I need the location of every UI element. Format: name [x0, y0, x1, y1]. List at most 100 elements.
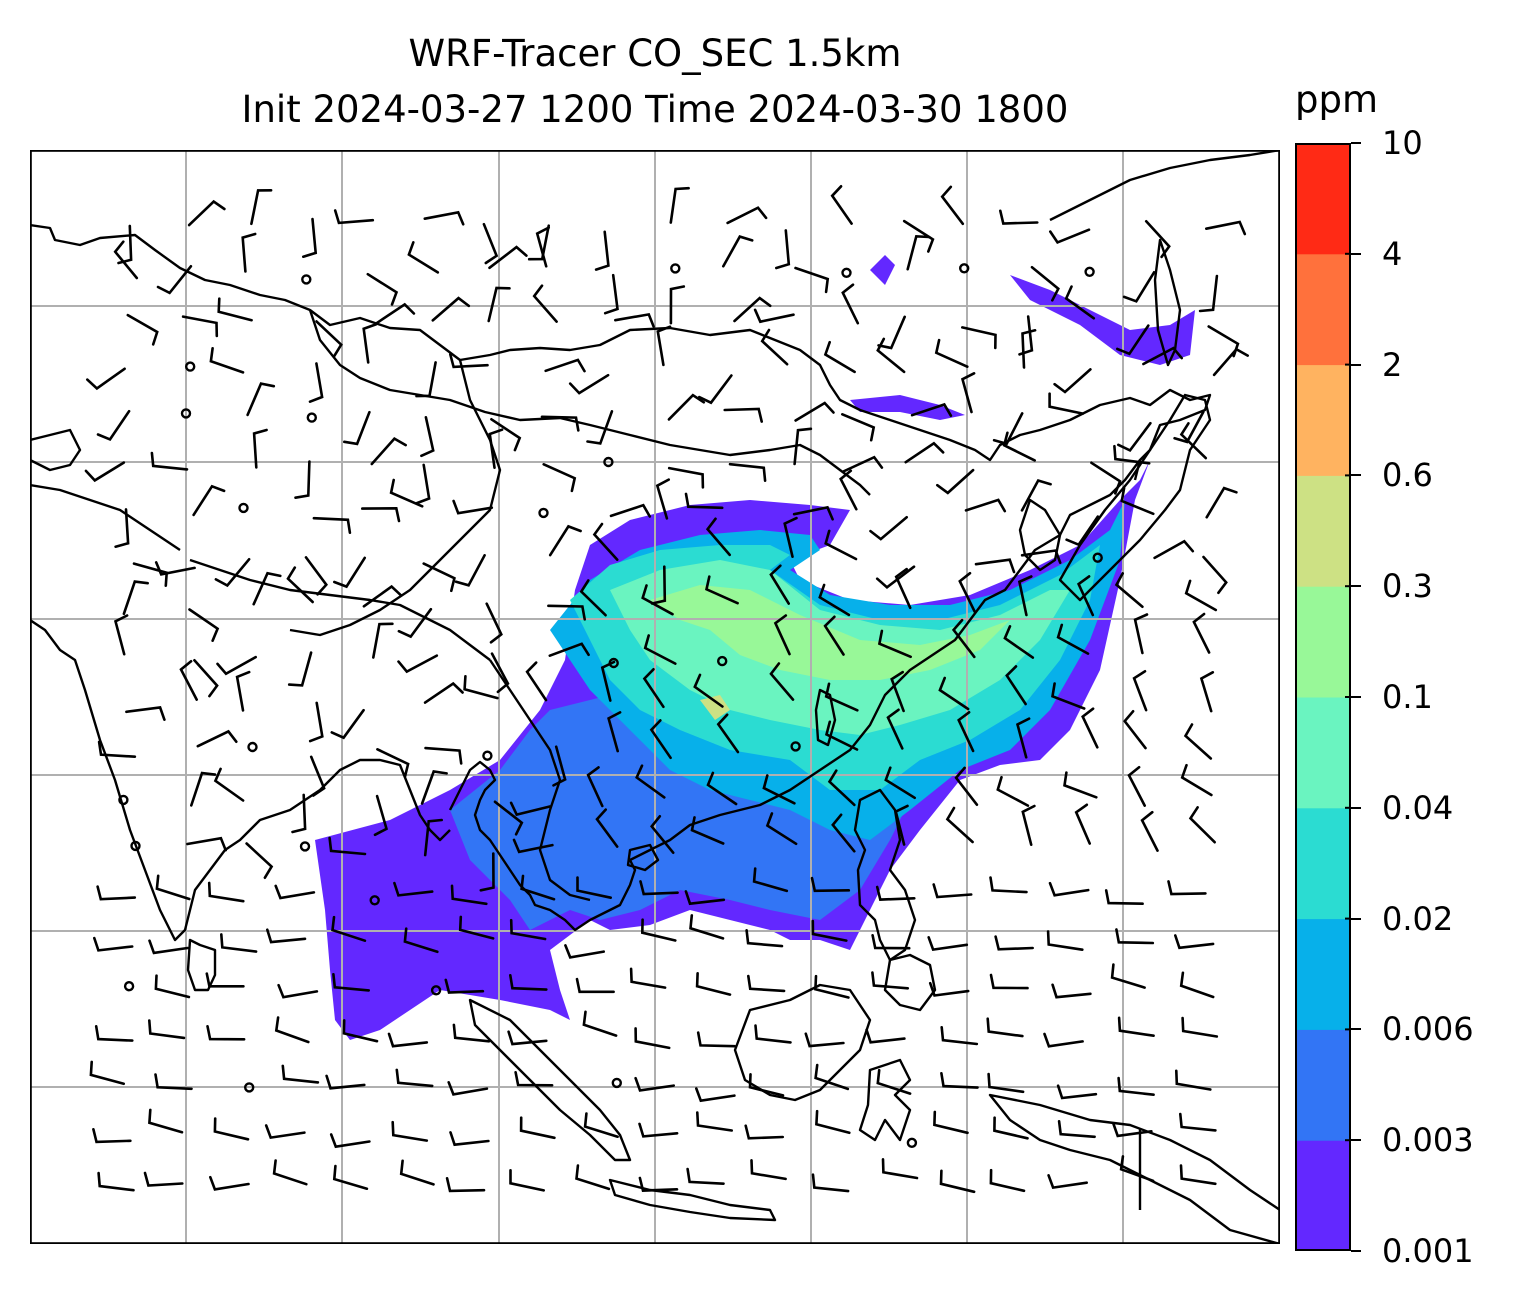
wind-barb — [1173, 410, 1205, 444]
wind-calm-marker — [118, 794, 129, 806]
wind-barb — [1065, 515, 1100, 547]
wind-barb — [640, 918, 677, 942]
wind-barb — [811, 1173, 850, 1193]
colorbar-tick-label: 0.04 — [1382, 788, 1454, 827]
wind-barb — [934, 338, 969, 368]
colorbar-outer-tick — [1351, 696, 1361, 698]
wind-barb — [639, 880, 679, 896]
wind-barb — [155, 874, 191, 901]
border-mongolia — [308, 309, 871, 496]
wind-barb — [974, 558, 1016, 574]
wind-calm-marker — [369, 895, 380, 906]
wind-calm-marker — [301, 274, 312, 285]
wind-barb — [1064, 285, 1096, 320]
wind-barb — [325, 1074, 366, 1090]
wind-barb — [1030, 265, 1060, 302]
wind-barb — [697, 374, 733, 405]
map-panel — [30, 150, 1280, 1244]
wind-barb — [1020, 478, 1052, 512]
wind-barb — [936, 468, 975, 495]
wind-barb — [961, 326, 997, 350]
wind-barb — [487, 286, 511, 323]
wind-barb — [86, 367, 126, 391]
wind-barb — [519, 1116, 556, 1140]
wind-barb — [96, 885, 137, 901]
wind-barb — [308, 701, 324, 743]
wind-barb — [1167, 880, 1207, 896]
wind-barb — [1056, 623, 1090, 655]
wind-barb — [1132, 670, 1148, 712]
wind-barb — [884, 766, 916, 800]
colorbar-outer-tick — [1351, 1250, 1361, 1252]
wind-calm-markers — [118, 263, 1103, 1148]
wind-barb — [831, 813, 856, 853]
wind-barb — [775, 229, 791, 270]
wind-barb — [179, 660, 198, 701]
colorbar-outer-tick — [1351, 1139, 1361, 1142]
wind-barb — [214, 558, 251, 588]
wind-barb — [876, 337, 906, 374]
map-title-line1: WRF-Tracer CO_SEC 1.5km — [408, 32, 902, 75]
wind-barb — [552, 745, 567, 787]
wind-barb — [96, 409, 131, 442]
wind-barb — [964, 498, 1007, 513]
wind-barb — [444, 978, 485, 994]
colorbar-tick-label: 0.003 — [1382, 1121, 1474, 1160]
wind-barb — [783, 516, 798, 558]
wind-barb — [482, 222, 499, 265]
wind-barb — [728, 462, 767, 482]
wind-barb — [690, 816, 725, 845]
wind-barb — [542, 463, 577, 493]
wind-barb — [372, 622, 394, 659]
wind-barb — [804, 1032, 845, 1048]
wind-barb — [207, 881, 245, 903]
wind-barb — [1002, 431, 1036, 462]
wind-barb — [415, 361, 437, 398]
wind-barb — [568, 373, 610, 395]
colorbar-swatch — [1295, 143, 1351, 255]
wind-barb — [376, 748, 410, 778]
wind-calm-marker — [608, 657, 619, 669]
wind-barb — [877, 315, 906, 350]
wind-barb — [1179, 1164, 1217, 1186]
wind-barb — [1090, 461, 1122, 495]
wind-barb — [447, 1081, 489, 1096]
wind-barb — [393, 881, 434, 897]
wind-barb — [940, 1026, 979, 1046]
wind-barb — [634, 1027, 671, 1050]
wind-barb — [814, 974, 850, 999]
coastline-java — [608, 1178, 777, 1222]
wind-barb — [958, 571, 976, 613]
map-border — [30, 150, 1280, 1244]
wind-barb — [252, 428, 268, 469]
wind-barb — [188, 608, 220, 642]
wind-barb — [1199, 671, 1215, 713]
wind-barb — [209, 347, 245, 374]
wind-barb — [213, 767, 245, 802]
wind-barb — [875, 565, 916, 589]
wind-barb — [696, 1111, 733, 1132]
wind-barb — [277, 983, 319, 999]
wind-barb — [422, 562, 456, 593]
wind-barb — [869, 515, 908, 541]
wind-barb — [205, 972, 245, 988]
colorbar-swatch — [1295, 1029, 1351, 1141]
wind-barb — [1188, 806, 1216, 844]
wind-calm-marker — [306, 412, 317, 423]
wind-barb — [752, 867, 789, 893]
tracer-plume-northeast — [1010, 275, 1195, 365]
wind-barb — [1047, 1174, 1088, 1190]
coastline-north-asia — [30, 223, 1212, 481]
wind-calm-marker — [790, 741, 801, 752]
wind-barb — [1140, 810, 1159, 852]
wind-barb — [1021, 804, 1036, 846]
wind-barb — [793, 427, 813, 466]
wind-barb — [986, 1017, 1024, 1038]
wind-barb — [520, 874, 556, 901]
wind-barb — [399, 1159, 435, 1186]
wind-barb — [695, 1087, 736, 1103]
wind-barb — [423, 818, 443, 857]
wind-barb — [387, 1032, 429, 1048]
wind-barb — [424, 746, 463, 765]
wind-barb — [217, 297, 253, 322]
